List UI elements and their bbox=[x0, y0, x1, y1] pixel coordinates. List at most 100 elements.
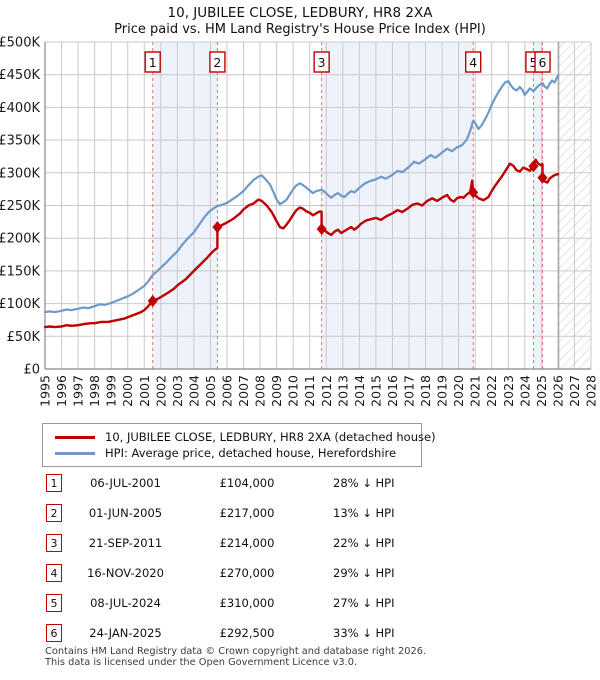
x-axis-label: 2005 bbox=[203, 375, 218, 407]
x-axis-label: 1999 bbox=[104, 375, 119, 407]
y-axis-label: £500K bbox=[0, 36, 40, 51]
y-axis-label: £400K bbox=[0, 101, 40, 116]
x-axis-label: 1997 bbox=[71, 375, 86, 407]
x-axis-label: 2021 bbox=[468, 375, 483, 407]
x-axis-label: 2026 bbox=[550, 375, 565, 407]
sale-marker bbox=[147, 294, 158, 307]
x-axis-label: 2002 bbox=[153, 375, 168, 407]
x-axis-label: 2020 bbox=[451, 375, 466, 407]
sale-row: 2 01-JUN-2005 £217,000 13% ↓ HPI bbox=[0, 498, 600, 528]
sale-hpi-delta: 33% ↓ HPI bbox=[333, 626, 395, 640]
sale-price: £217,000 bbox=[219, 506, 275, 520]
sale-price: £292,500 bbox=[219, 626, 275, 640]
sale-number-badge: 4 bbox=[46, 564, 62, 582]
license-footer: Contains HM Land Registry data © Crown c… bbox=[45, 646, 426, 668]
x-axis-label: 2009 bbox=[269, 375, 284, 407]
x-axis-label: 2015 bbox=[368, 375, 383, 407]
hpi-line bbox=[43, 74, 560, 314]
x-axis-label: 2019 bbox=[435, 375, 450, 407]
x-axis-label: 2017 bbox=[402, 375, 417, 407]
legend-label-hpi: HPI: Average price, detached house, Here… bbox=[105, 446, 397, 460]
sale-marker bbox=[537, 171, 548, 184]
sale-number-badge: 6 bbox=[46, 624, 62, 642]
x-axis-label: 2014 bbox=[352, 375, 367, 407]
sale-number-badge: 5 bbox=[46, 594, 62, 612]
x-axis-label: 2007 bbox=[236, 375, 251, 407]
sale-number-label: 5 bbox=[529, 55, 537, 70]
legend-label-price: 10, JUBILEE CLOSE, LEDBURY, HR8 2XA (det… bbox=[105, 430, 436, 444]
sale-row: 3 21-SEP-2011 £214,000 22% ↓ HPI bbox=[0, 528, 600, 558]
legend-item-price: 10, JUBILEE CLOSE, LEDBURY, HR8 2XA (det… bbox=[51, 429, 436, 445]
sale-hpi-delta: 13% ↓ HPI bbox=[333, 506, 395, 520]
sale-date: 06-JUL-2001 bbox=[90, 476, 161, 490]
legend-item-hpi: HPI: Average price, detached house, Here… bbox=[51, 445, 413, 461]
sale-date: 16-NOV-2020 bbox=[87, 566, 164, 580]
sale-number-label: 3 bbox=[318, 55, 326, 70]
sale-marker bbox=[468, 186, 479, 199]
sale-hpi-delta: 28% ↓ HPI bbox=[333, 476, 395, 490]
footer-line-2: This data is licensed under the Open Gov… bbox=[45, 657, 358, 668]
sale-price: £214,000 bbox=[219, 536, 275, 550]
sale-number-label: 1 bbox=[149, 55, 157, 70]
x-axis-label: 2004 bbox=[186, 375, 201, 407]
x-axis-label: 1996 bbox=[54, 375, 69, 407]
sale-row: 1 06-JUL-2001 £104,000 28% ↓ HPI bbox=[0, 468, 600, 498]
sale-price: £104,000 bbox=[219, 476, 275, 490]
sale-price: £270,000 bbox=[219, 566, 275, 580]
y-axis-label: £200K bbox=[0, 232, 40, 247]
sale-row: 5 08-JUL-2024 £310,000 27% ↓ HPI bbox=[0, 588, 600, 618]
y-axis-label: £300K bbox=[0, 166, 40, 181]
sale-number-badge: 2 bbox=[46, 504, 62, 522]
x-axis-label: 2023 bbox=[501, 375, 516, 407]
sale-number-box bbox=[313, 51, 330, 73]
x-axis-label: 2028 bbox=[584, 375, 599, 407]
y-axis-label: £250K bbox=[0, 199, 40, 214]
page-title: 10, JUBILEE CLOSE, LEDBURY, HR8 2XA bbox=[167, 5, 433, 21]
price-paid-line bbox=[43, 158, 560, 329]
x-axis-label: 2008 bbox=[253, 375, 268, 407]
footer-line-1: Contains HM Land Registry data © Crown c… bbox=[45, 646, 427, 657]
x-axis-label: 2022 bbox=[484, 375, 499, 407]
sale-number-box bbox=[144, 51, 161, 73]
sale-number-box bbox=[534, 51, 551, 73]
x-axis-label: 2010 bbox=[286, 375, 301, 407]
sale-number-box bbox=[209, 51, 226, 73]
x-axis-label: 2016 bbox=[385, 375, 400, 407]
y-axis-label: £150K bbox=[0, 264, 40, 279]
sale-number-label: 6 bbox=[539, 55, 547, 70]
sale-marker bbox=[316, 223, 327, 236]
sale-hpi-delta: 27% ↓ HPI bbox=[333, 596, 395, 610]
x-axis-label: 2011 bbox=[302, 375, 317, 407]
sale-date: 08-JUL-2024 bbox=[90, 596, 161, 610]
x-axis-label: 2006 bbox=[220, 375, 235, 407]
sale-price: £310,000 bbox=[219, 596, 275, 610]
sale-number-badge: 3 bbox=[46, 534, 62, 552]
x-axis-label: 2018 bbox=[418, 375, 433, 407]
price-line-swatch bbox=[55, 435, 95, 439]
sale-number-badge: 1 bbox=[46, 474, 62, 492]
y-axis-label: £450K bbox=[0, 68, 40, 83]
sale-marker bbox=[528, 160, 539, 173]
x-axis-label: 2001 bbox=[137, 375, 152, 407]
sale-row: 4 16-NOV-2020 £270,000 29% ↓ HPI bbox=[0, 558, 600, 588]
y-axis-label: £100K bbox=[0, 297, 40, 312]
y-axis-label: £50K bbox=[7, 330, 41, 345]
x-axis-label: 2012 bbox=[319, 375, 334, 407]
sale-date: 21-SEP-2011 bbox=[88, 536, 163, 550]
sale-row: 6 24-JAN-2025 £292,500 33% ↓ HPI bbox=[0, 618, 600, 648]
price-history-chart: 1 2 3 4 5 6 £0 £50K £100K £150K £200K £250K £300K £35… bbox=[0, 36, 599, 407]
x-axis-label: 2003 bbox=[170, 375, 185, 407]
x-axis-label: 1995 bbox=[38, 375, 53, 407]
y-axis-label: £0 bbox=[23, 363, 40, 378]
x-axis-label: 2000 bbox=[120, 375, 135, 407]
x-axis-label: 1998 bbox=[87, 375, 102, 407]
x-axis-label: 2025 bbox=[534, 375, 549, 407]
y-axis-label: £350K bbox=[0, 134, 40, 149]
chart-legend: 10, JUBILEE CLOSE, LEDBURY, HR8 2XA (det… bbox=[42, 423, 436, 467]
hpi-line-swatch bbox=[55, 451, 95, 455]
x-axis-label: 2013 bbox=[335, 375, 350, 407]
sale-date: 01-JUN-2005 bbox=[88, 506, 163, 520]
sale-date: 24-JAN-2025 bbox=[89, 626, 162, 640]
sales-table: 1 06-JUL-2001 £104,000 28% ↓ HPI 2 01-JU… bbox=[0, 468, 600, 648]
